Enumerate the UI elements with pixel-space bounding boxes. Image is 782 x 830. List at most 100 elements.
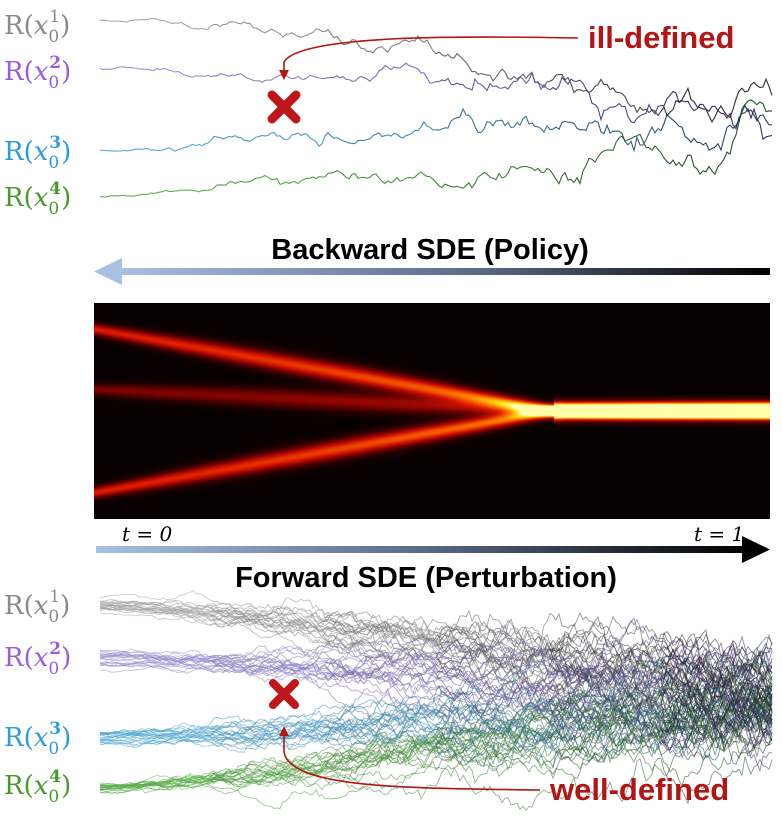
sde-trajectory — [210, 704, 326, 735]
sde-trajectory — [549, 668, 662, 712]
sde-trajectory — [324, 619, 437, 647]
sde-trajectory — [549, 652, 662, 711]
forward-arrowhead — [742, 536, 770, 563]
sde-trajectory — [210, 668, 326, 683]
well-defined-pointer — [283, 734, 541, 791]
sde-trajectory — [324, 747, 437, 784]
sde-trajectory — [99, 780, 212, 791]
sde-trajectory — [210, 728, 326, 742]
backward-sde-label: Backward SDE (Policy) — [271, 234, 589, 266]
bottom-label-x3: R(x03) — [4, 719, 71, 759]
bottom-label-x1-var: x — [34, 591, 49, 621]
sde-trajectory — [99, 139, 212, 152]
ill-defined-arrowhead — [279, 70, 289, 80]
sde-trajectory — [99, 773, 212, 788]
sde-trajectory — [324, 722, 437, 750]
sde-trajectory — [324, 780, 437, 800]
sde-trajectory — [660, 756, 773, 805]
sde-trajectory — [435, 638, 551, 673]
sde-trajectory — [435, 644, 551, 688]
bottom-label-x2-sub: 0 — [48, 659, 59, 679]
sde-trajectory — [660, 629, 773, 683]
sde-trajectory — [324, 652, 437, 677]
ill-defined-pointer — [283, 36, 579, 72]
top-label-x2-var: x — [34, 57, 49, 87]
sde-trajectory — [661, 90, 773, 141]
bottom-label-x3-var: x — [34, 723, 49, 753]
sde-trajectory — [435, 729, 551, 761]
bottom-label-x3-func: R — [4, 723, 25, 753]
sde-trajectory — [210, 726, 326, 747]
sde-trajectory — [435, 719, 551, 748]
sde-trajectory — [549, 648, 662, 691]
sde-trajectory — [99, 780, 212, 791]
sde-trajectory — [549, 686, 662, 731]
sde-trajectory — [100, 604, 212, 614]
sde-trajectory — [99, 653, 212, 663]
sde-trajectory — [99, 189, 212, 198]
top-label-x3: R(x03) — [4, 133, 71, 173]
sde-trajectory — [210, 720, 326, 735]
bottom-label-x4: R(x04) — [4, 767, 71, 807]
sde-trajectory — [325, 743, 437, 774]
bottom-label-x2-var: x — [34, 643, 49, 673]
sde-trajectory — [210, 132, 326, 148]
sde-trajectory — [435, 621, 551, 651]
sde-trajectory — [99, 665, 212, 674]
sde-trajectory — [435, 625, 551, 676]
sde-trajectory — [324, 624, 437, 656]
sde-trajectory — [99, 652, 211, 661]
sde-trajectory — [324, 634, 437, 665]
sde-trajectory — [324, 688, 437, 709]
sde-trajectory — [210, 729, 326, 740]
bottom-label-x1-sup: 1 — [49, 587, 60, 607]
top-paths — [99, 18, 773, 198]
sde-trajectory — [435, 613, 551, 658]
top-label-x2-sup: 2 — [49, 53, 61, 73]
top-label-x4: R(x04) — [4, 179, 71, 219]
sde-trajectory — [660, 687, 773, 742]
sde-trajectory — [549, 676, 662, 745]
sde-trajectory — [210, 619, 326, 644]
sde-trajectory — [100, 658, 211, 666]
cross-icon-bottom — [269, 679, 299, 709]
backward-arrowhead — [94, 258, 122, 285]
sde-trajectory — [99, 611, 212, 621]
top-label-x1-var: x — [34, 11, 49, 41]
sde-trajectory — [660, 711, 772, 773]
well-defined-arrowhead — [279, 726, 289, 736]
sde-trajectory — [210, 599, 326, 623]
sde-trajectory — [435, 51, 551, 89]
sde-trajectory — [324, 701, 437, 724]
top-label-x1-sub: 0 — [48, 27, 59, 47]
t-start-label: t = 0 — [122, 522, 173, 546]
sde-trajectory — [660, 648, 773, 700]
sde-trajectory — [435, 720, 551, 749]
sde-trajectory — [324, 712, 437, 731]
sde-trajectory — [435, 698, 551, 727]
sde-trajectory — [100, 734, 212, 746]
sde-trajectory — [210, 774, 326, 791]
sde-trajectory — [210, 735, 326, 753]
top-label-x3-func: R — [4, 137, 25, 167]
sde-trajectory — [436, 669, 551, 700]
ill-defined-text: ill-defined — [588, 20, 734, 55]
bottom-label-x1: R(x01) — [4, 587, 70, 627]
sde-trajectory — [660, 77, 773, 124]
sde-trajectory — [435, 651, 551, 680]
sde-trajectory — [436, 71, 551, 92]
sde-trajectory — [549, 689, 662, 725]
sde-trajectory — [435, 674, 551, 724]
sde-trajectory — [210, 716, 326, 733]
sde-trajectory — [99, 726, 212, 739]
sde-trajectory — [324, 698, 437, 733]
sde-trajectory — [549, 731, 662, 779]
sde-trajectory — [435, 729, 551, 772]
bottom-label-x2-sup: 2 — [49, 639, 61, 659]
sde-trajectory — [324, 722, 437, 750]
sde-trajectory — [324, 638, 437, 668]
sde-trajectory — [324, 28, 437, 55]
bottom-label-x4-func: R — [4, 771, 25, 801]
sde-trajectory — [324, 735, 437, 759]
backward-sde-arrow: Backward SDE (Policy) — [94, 234, 770, 285]
